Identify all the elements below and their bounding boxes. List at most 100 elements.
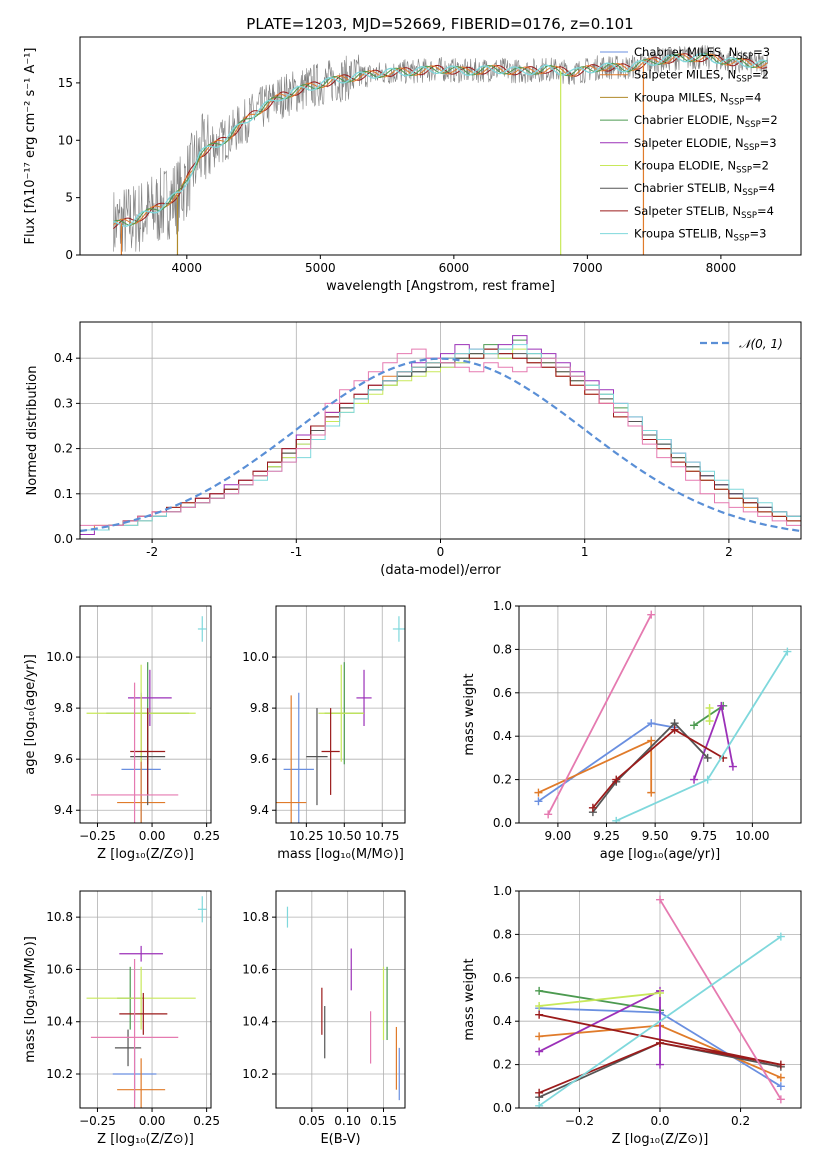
x-tick-label: -2 bbox=[146, 545, 158, 559]
x-tick-label: 0.25 bbox=[193, 1114, 220, 1128]
plus-marker bbox=[647, 719, 656, 728]
legend-entry: Kroupa STELIB, NSSP=3 bbox=[634, 227, 766, 244]
spectrum-panel: 4000 5000 6000 7000 8000 0 5 10 15 wavelength [An… bbox=[23, 15, 802, 294]
legend-entry: Chabrier MILES, NSSP=3 bbox=[634, 45, 770, 62]
x-axis-label: Z [log₁₀(Z/Z⊙)] bbox=[97, 847, 194, 862]
y-axis-label: mass [log₁₀(M/M⊙)] bbox=[23, 936, 38, 1063]
plus-marker bbox=[647, 610, 656, 619]
legend-entry-sub: SSP bbox=[744, 143, 760, 153]
plot-area bbox=[286, 906, 400, 1101]
legend-entry-main: Kroupa STELIB, N bbox=[634, 227, 734, 241]
legend-entry: Salpeter ELODIE, NSSP=3 bbox=[634, 136, 777, 153]
error-bar-point bbox=[86, 966, 196, 1030]
mass-weight-vs-metallicity-panel: −0.2 0.0 0.2 0.0 0.2 0.4 0.6 0.8 1.0 Z [log₁₀(Z/Z… bbox=[462, 884, 802, 1147]
mass-weight-line bbox=[538, 989, 661, 1012]
y-tick-label: 0.8 bbox=[493, 642, 512, 656]
legend-entry: Kroupa MILES, NSSP=4 bbox=[634, 90, 761, 107]
chart-title: PLATE=1203, MJD=52669, FIBERID=0176, z=0… bbox=[246, 15, 633, 33]
x-tick-label: 10.00 bbox=[735, 829, 769, 843]
y-tick-label: 15 bbox=[58, 76, 73, 90]
legend-entry-end: =2 bbox=[761, 113, 778, 127]
x-tick-label: 10.50 bbox=[327, 829, 361, 843]
x-tick-label: 8000 bbox=[706, 261, 737, 275]
x-tick-label: 0.05 bbox=[298, 1114, 325, 1128]
mass-weight-line bbox=[592, 721, 709, 813]
x-tick-label: 1 bbox=[581, 545, 589, 559]
y-tick-label: 10.8 bbox=[242, 910, 269, 924]
y-tick-label: 1.0 bbox=[493, 599, 512, 613]
x-tick-label: 0.10 bbox=[334, 1114, 361, 1128]
plus-marker bbox=[588, 803, 597, 812]
error-bar-point bbox=[356, 669, 372, 726]
x-tick-label: 9.25 bbox=[593, 829, 620, 843]
plus-marker bbox=[656, 895, 664, 904]
y-axis-label: Normed distribution bbox=[25, 366, 40, 496]
y-tick-label: 9.8 bbox=[54, 701, 73, 715]
plus-marker bbox=[705, 717, 714, 726]
error-bar-point bbox=[321, 708, 340, 795]
plus-marker bbox=[703, 775, 712, 784]
y-axis-label: age [log₁₀(age/yr)] bbox=[23, 654, 38, 775]
plot-area bbox=[86, 896, 207, 1108]
mass-weight-line bbox=[693, 705, 724, 727]
x-tick-label: 9.00 bbox=[545, 829, 572, 843]
y-axis-label: Flux [fλ10⁻¹⁷ erg cm⁻² s⁻¹ A⁻¹] bbox=[23, 48, 38, 245]
x-tick-label: 2 bbox=[725, 545, 733, 559]
x-axis-label: mass [log₁₀(M/M⊙)] bbox=[277, 847, 404, 862]
y-tick-label: 0.0 bbox=[493, 1101, 512, 1115]
plot-area bbox=[535, 895, 785, 1108]
y-tick-label: 0.0 bbox=[493, 816, 512, 830]
plus-marker bbox=[534, 797, 543, 806]
legend-entry-end: =4 bbox=[744, 90, 761, 104]
y-tick-label: 9.8 bbox=[250, 701, 269, 715]
legend-entry-sub: SSP bbox=[729, 97, 745, 107]
y-tick-label: 10.2 bbox=[242, 1067, 269, 1081]
x-tick-label: 5000 bbox=[305, 261, 336, 275]
x-tick-label: 10.25 bbox=[289, 829, 323, 843]
plus-marker bbox=[717, 701, 726, 710]
plus-marker bbox=[535, 1032, 544, 1041]
y-axis-label: mass weight bbox=[462, 958, 477, 1040]
y-tick-label: 0.1 bbox=[54, 487, 73, 501]
plus-marker bbox=[656, 988, 664, 997]
x-axis-label: wavelength [Angstrom, rest frame] bbox=[326, 279, 555, 294]
histogram-steps bbox=[80, 348, 801, 539]
error-bar-point bbox=[130, 708, 166, 795]
error-bar-point bbox=[114, 1029, 142, 1067]
mass-weight-line bbox=[547, 614, 652, 815]
legend-entry-end: =4 bbox=[757, 204, 774, 218]
mass-weight-line bbox=[538, 739, 653, 794]
legend-entry-main: Kroupa ELODIE, N bbox=[634, 159, 736, 173]
model-spectrum-line bbox=[113, 53, 768, 226]
plus-marker bbox=[535, 1002, 544, 1011]
x-tick-label: −0.25 bbox=[79, 829, 116, 843]
axes-frame bbox=[79, 321, 802, 540]
plot-area bbox=[80, 335, 801, 539]
residual-histogram-panel: -2 -1 0 1 2 0.0 0.1 0.2 0.3 0.4 (data-model)/error… bbox=[25, 321, 802, 578]
x-tick-label: 0.2 bbox=[731, 1114, 750, 1128]
x-tick-label: 0.00 bbox=[139, 829, 166, 843]
y-tick-label: 10.2 bbox=[46, 1067, 73, 1081]
y-tick-label: 9.4 bbox=[54, 803, 73, 817]
error-bar-point bbox=[90, 682, 179, 823]
mass-weight-line bbox=[659, 899, 782, 1100]
legend-entry-end: =4 bbox=[758, 181, 775, 195]
plus-marker bbox=[544, 810, 553, 819]
x-tick-label: 6000 bbox=[439, 261, 470, 275]
y-tick-label: 9.6 bbox=[250, 752, 269, 766]
age-vs-metallicity-panel: −0.25 0.00 0.25 9.4 9.6 9.8 10.0 Z [log₁₀(Z/Z⊙)… bbox=[23, 605, 220, 862]
legend-entry-sub: SSP bbox=[742, 188, 758, 198]
x-tick-label: -1 bbox=[290, 545, 302, 559]
y-tick-label: 0.2 bbox=[54, 442, 73, 456]
model-spectrum-line bbox=[113, 53, 768, 229]
plus-marker bbox=[776, 1095, 785, 1104]
plus-marker bbox=[776, 1073, 785, 1082]
y-tick-label: 0 bbox=[65, 248, 73, 262]
legend-entry-end: =2 bbox=[752, 159, 769, 173]
plus-marker bbox=[703, 753, 712, 762]
y-tick-label: 10.0 bbox=[242, 650, 269, 664]
legend-entry-main: Kroupa MILES, N bbox=[634, 90, 729, 104]
y-tick-label: 0.6 bbox=[493, 971, 512, 985]
mass-weight-line bbox=[592, 728, 724, 809]
